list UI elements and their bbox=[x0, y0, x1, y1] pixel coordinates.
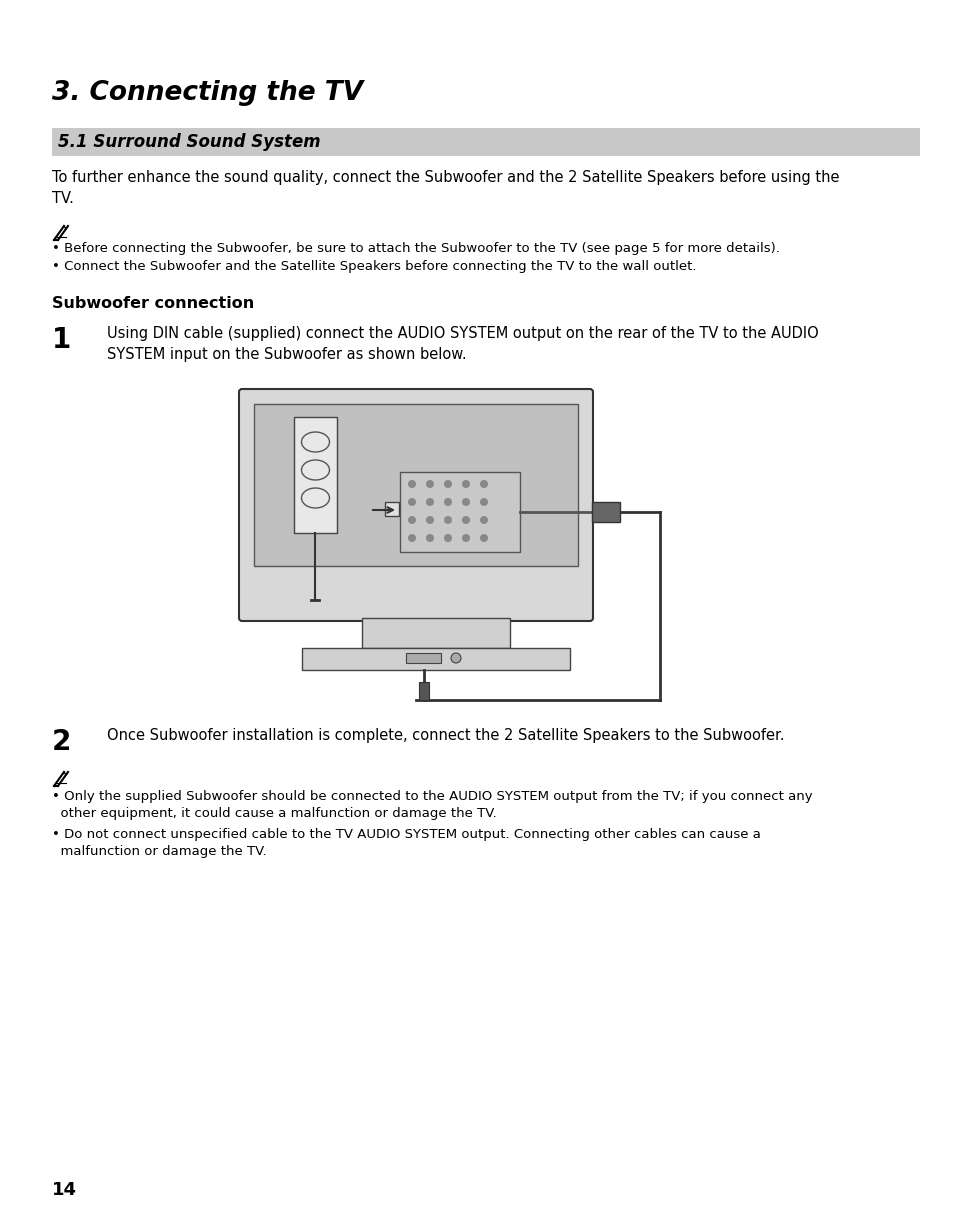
Text: 2: 2 bbox=[52, 728, 71, 756]
Text: 14: 14 bbox=[52, 1181, 77, 1199]
Text: other equipment, it could cause a malfunction or damage the TV.: other equipment, it could cause a malfun… bbox=[52, 807, 497, 821]
Text: Once Subwoofer installation is complete, connect the 2 Satellite Speakers to the: Once Subwoofer installation is complete,… bbox=[107, 728, 783, 744]
Circle shape bbox=[451, 653, 460, 663]
Bar bbox=[399, 473, 519, 552]
Circle shape bbox=[426, 534, 434, 542]
Text: 3. Connecting the TV: 3. Connecting the TV bbox=[52, 81, 363, 106]
Bar bbox=[294, 418, 336, 534]
Circle shape bbox=[443, 534, 452, 542]
Text: Using DIN cable (supplied) connect the AUDIO SYSTEM output on the rear of the TV: Using DIN cable (supplied) connect the A… bbox=[107, 326, 818, 361]
Circle shape bbox=[479, 534, 488, 542]
Text: • Only the supplied Subwoofer should be connected to the AUDIO SYSTEM output fro: • Only the supplied Subwoofer should be … bbox=[52, 790, 812, 803]
Circle shape bbox=[408, 480, 416, 488]
Circle shape bbox=[461, 534, 470, 542]
Bar bbox=[253, 404, 578, 567]
Text: • Connect the Subwoofer and the Satellite Speakers before connecting the TV to t: • Connect the Subwoofer and the Satellit… bbox=[52, 260, 696, 274]
Circle shape bbox=[408, 516, 416, 524]
Bar bbox=[361, 618, 510, 648]
Bar bbox=[418, 683, 429, 700]
Circle shape bbox=[443, 498, 452, 505]
Text: • Do not connect unspecified cable to the TV AUDIO SYSTEM output. Connecting oth: • Do not connect unspecified cable to th… bbox=[52, 828, 760, 841]
Circle shape bbox=[479, 516, 488, 524]
Text: To further enhance the sound quality, connect the Subwoofer and the 2 Satellite : To further enhance the sound quality, co… bbox=[52, 170, 839, 206]
Text: Subwoofer connection: Subwoofer connection bbox=[52, 295, 254, 311]
Text: • Before connecting the Subwoofer, be sure to attach the Subwoofer to the TV (se: • Before connecting the Subwoofer, be su… bbox=[52, 242, 779, 255]
Circle shape bbox=[461, 516, 470, 524]
Bar bbox=[52, 128, 919, 156]
Bar bbox=[302, 648, 569, 670]
Circle shape bbox=[479, 480, 488, 488]
Circle shape bbox=[479, 498, 488, 505]
Text: 5.1 Surround Sound System: 5.1 Surround Sound System bbox=[58, 133, 320, 151]
Text: 1: 1 bbox=[52, 326, 71, 354]
Circle shape bbox=[408, 498, 416, 505]
Circle shape bbox=[461, 480, 470, 488]
Bar bbox=[385, 502, 398, 516]
Circle shape bbox=[408, 534, 416, 542]
Circle shape bbox=[443, 480, 452, 488]
Bar bbox=[406, 653, 440, 663]
FancyBboxPatch shape bbox=[239, 389, 593, 621]
Text: malfunction or damage the TV.: malfunction or damage the TV. bbox=[52, 845, 266, 858]
Circle shape bbox=[443, 516, 452, 524]
Bar bbox=[592, 502, 619, 523]
Circle shape bbox=[426, 516, 434, 524]
Circle shape bbox=[461, 498, 470, 505]
Circle shape bbox=[426, 480, 434, 488]
Circle shape bbox=[426, 498, 434, 505]
